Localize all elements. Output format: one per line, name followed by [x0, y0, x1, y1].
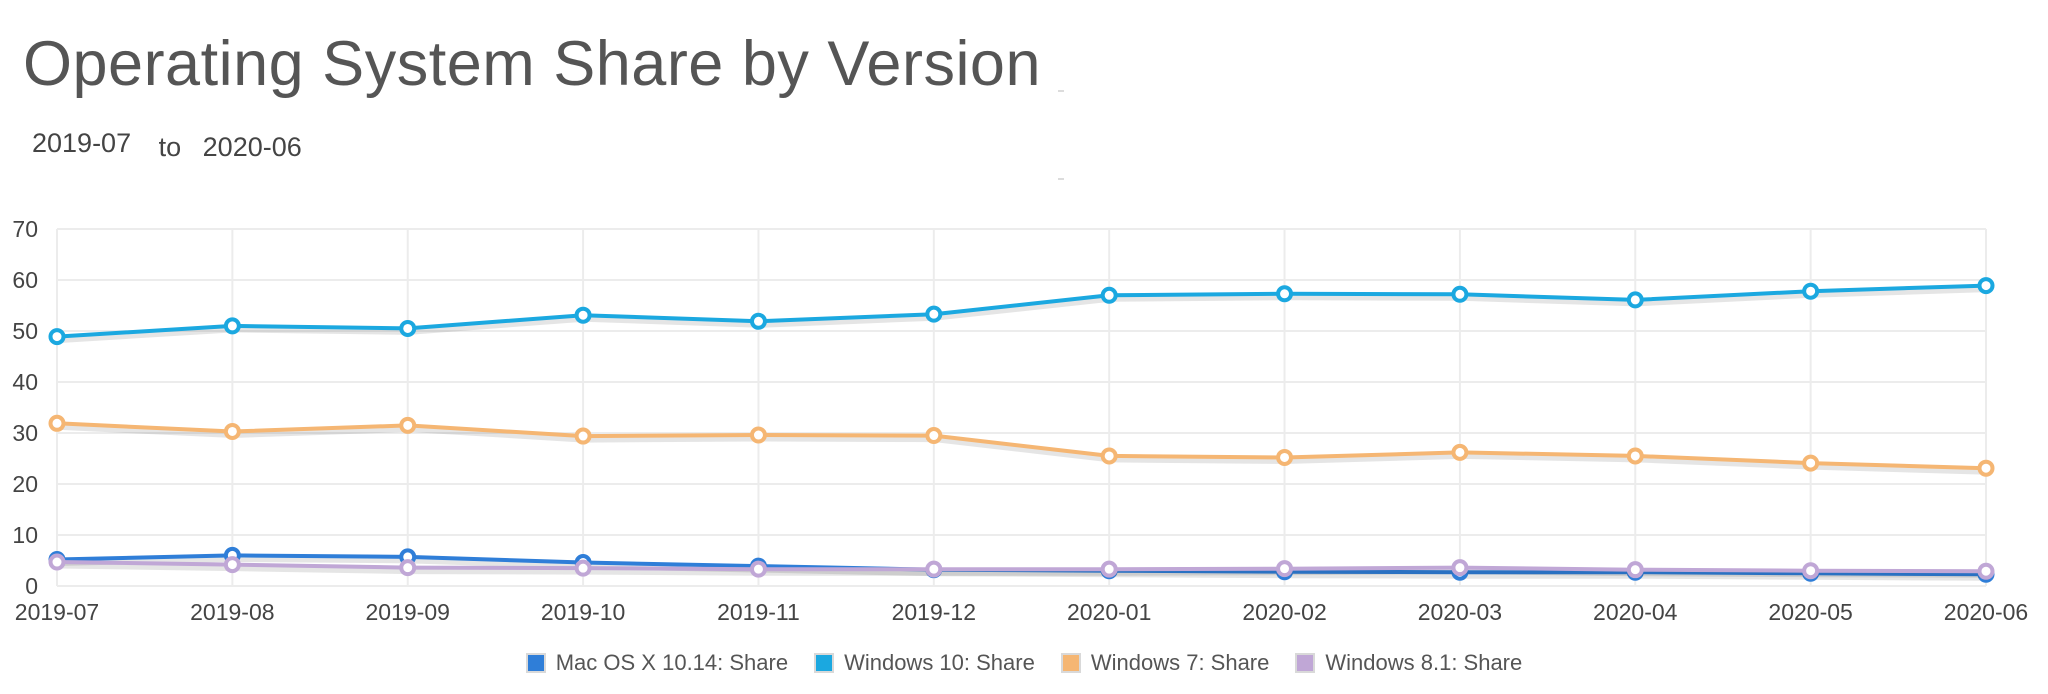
y-axis: 0 10 20 30 40 50 60 70	[12, 216, 38, 599]
divider-mark	[1058, 90, 1064, 92]
x-tick-label: 2019-08	[190, 599, 274, 625]
legend-label: Windows 8.1: Share	[1325, 650, 1523, 675]
series-line	[56, 560, 1987, 574]
data-point	[1100, 560, 1118, 578]
data-point	[1802, 562, 1820, 580]
data-point	[399, 319, 417, 337]
data-point	[1451, 285, 1469, 303]
legend: Mac OS X 10.14: Share Windows 10: Share Wi…	[0, 650, 2048, 676]
range-end[interactable]: 2020-06	[202, 132, 302, 162]
legend-swatch	[525, 653, 546, 673]
legend-swatch	[1295, 653, 1316, 673]
x-tick-label: 2020-06	[1944, 599, 2028, 625]
data-point	[749, 560, 767, 578]
x-tick-label: 2019-12	[892, 599, 976, 625]
data-point	[1451, 559, 1469, 577]
data-point	[1626, 447, 1644, 465]
range-start[interactable]: 2019-07	[32, 128, 132, 158]
x-tick-label: 2020-03	[1418, 599, 1502, 625]
data-point	[48, 553, 66, 571]
range-separator: to	[158, 132, 182, 162]
grid	[56, 228, 1987, 587]
y-tick-label: 70	[12, 216, 38, 242]
x-axis: 2019-07 2019-08 2019-09 2019-10 2019-11 2019-…	[15, 599, 2028, 625]
data-point	[925, 560, 943, 578]
y-tick-label: 20	[12, 471, 38, 497]
series-line	[56, 283, 1987, 339]
divider-mark	[1058, 178, 1064, 180]
x-tick-label: 2019-11	[717, 599, 800, 625]
data-point	[574, 306, 592, 324]
data-point	[399, 559, 417, 577]
y-tick-label: 60	[12, 267, 38, 293]
data-point	[1276, 285, 1294, 303]
data-point	[1626, 291, 1644, 309]
data-point	[48, 328, 66, 346]
data-point	[1977, 277, 1995, 295]
x-tick-label: 2019-09	[366, 599, 450, 625]
legend-label: Mac OS X 10.14: Share	[555, 650, 789, 675]
legend-item[interactable]: Windows 10: Share	[814, 650, 1035, 676]
data-point	[1100, 286, 1118, 304]
y-tick-label: 50	[12, 318, 38, 344]
series-shadow	[57, 554, 1988, 581]
legend-label: Windows 10: Share	[844, 650, 1035, 675]
x-tick-label: 2019-07	[15, 599, 99, 625]
series-windows-10-share	[48, 277, 1995, 346]
legend-label: Windows 7: Share	[1090, 650, 1270, 675]
series-shadow	[57, 422, 1988, 475]
series-shadow	[57, 285, 1988, 344]
legend-swatch	[1060, 653, 1081, 673]
data-point	[223, 556, 241, 574]
legend-swatch	[814, 653, 835, 673]
data-point	[1802, 454, 1820, 472]
legend-item[interactable]: Windows 8.1: Share	[1295, 650, 1522, 676]
y-tick-label: 40	[12, 369, 38, 395]
data-point	[925, 305, 943, 323]
data-point	[1276, 560, 1294, 578]
chart-title: Operating System Share by Version	[23, 29, 1042, 99]
data-point	[1977, 562, 1995, 580]
series-group	[48, 277, 1995, 583]
data-point	[1451, 443, 1469, 461]
data-point	[223, 317, 241, 335]
data-point	[749, 426, 767, 444]
x-tick-label: 2019-10	[541, 599, 625, 625]
data-point	[925, 427, 943, 445]
data-point	[48, 414, 66, 432]
legend-item[interactable]: Mac OS X 10.14: Share	[525, 650, 789, 676]
data-point	[1802, 282, 1820, 300]
data-point	[574, 427, 592, 445]
x-tick-label: 2020-04	[1593, 599, 1678, 625]
y-tick-label: 0	[25, 573, 38, 599]
series-windows-8-1-share	[48, 553, 1995, 580]
data-point	[223, 422, 241, 440]
y-tick-label: 30	[12, 420, 38, 446]
series-line	[56, 421, 1987, 471]
data-point	[749, 312, 767, 330]
data-point	[1100, 447, 1118, 465]
data-point	[1977, 459, 1995, 477]
data-point	[399, 416, 417, 434]
legend-item[interactable]: Windows 7: Share	[1060, 650, 1270, 676]
x-tick-label: 2020-05	[1768, 599, 1852, 625]
series-windows-7-share	[48, 414, 1995, 477]
series-shadow	[57, 561, 1988, 578]
y-tick-label: 10	[12, 522, 38, 548]
data-point	[574, 559, 592, 577]
data-point	[1626, 561, 1644, 579]
x-tick-label: 2020-02	[1242, 599, 1326, 625]
date-range: 2019-07 to 2020-06	[32, 128, 302, 162]
x-tick-label: 2020-01	[1067, 599, 1151, 625]
data-point	[1276, 448, 1294, 466]
